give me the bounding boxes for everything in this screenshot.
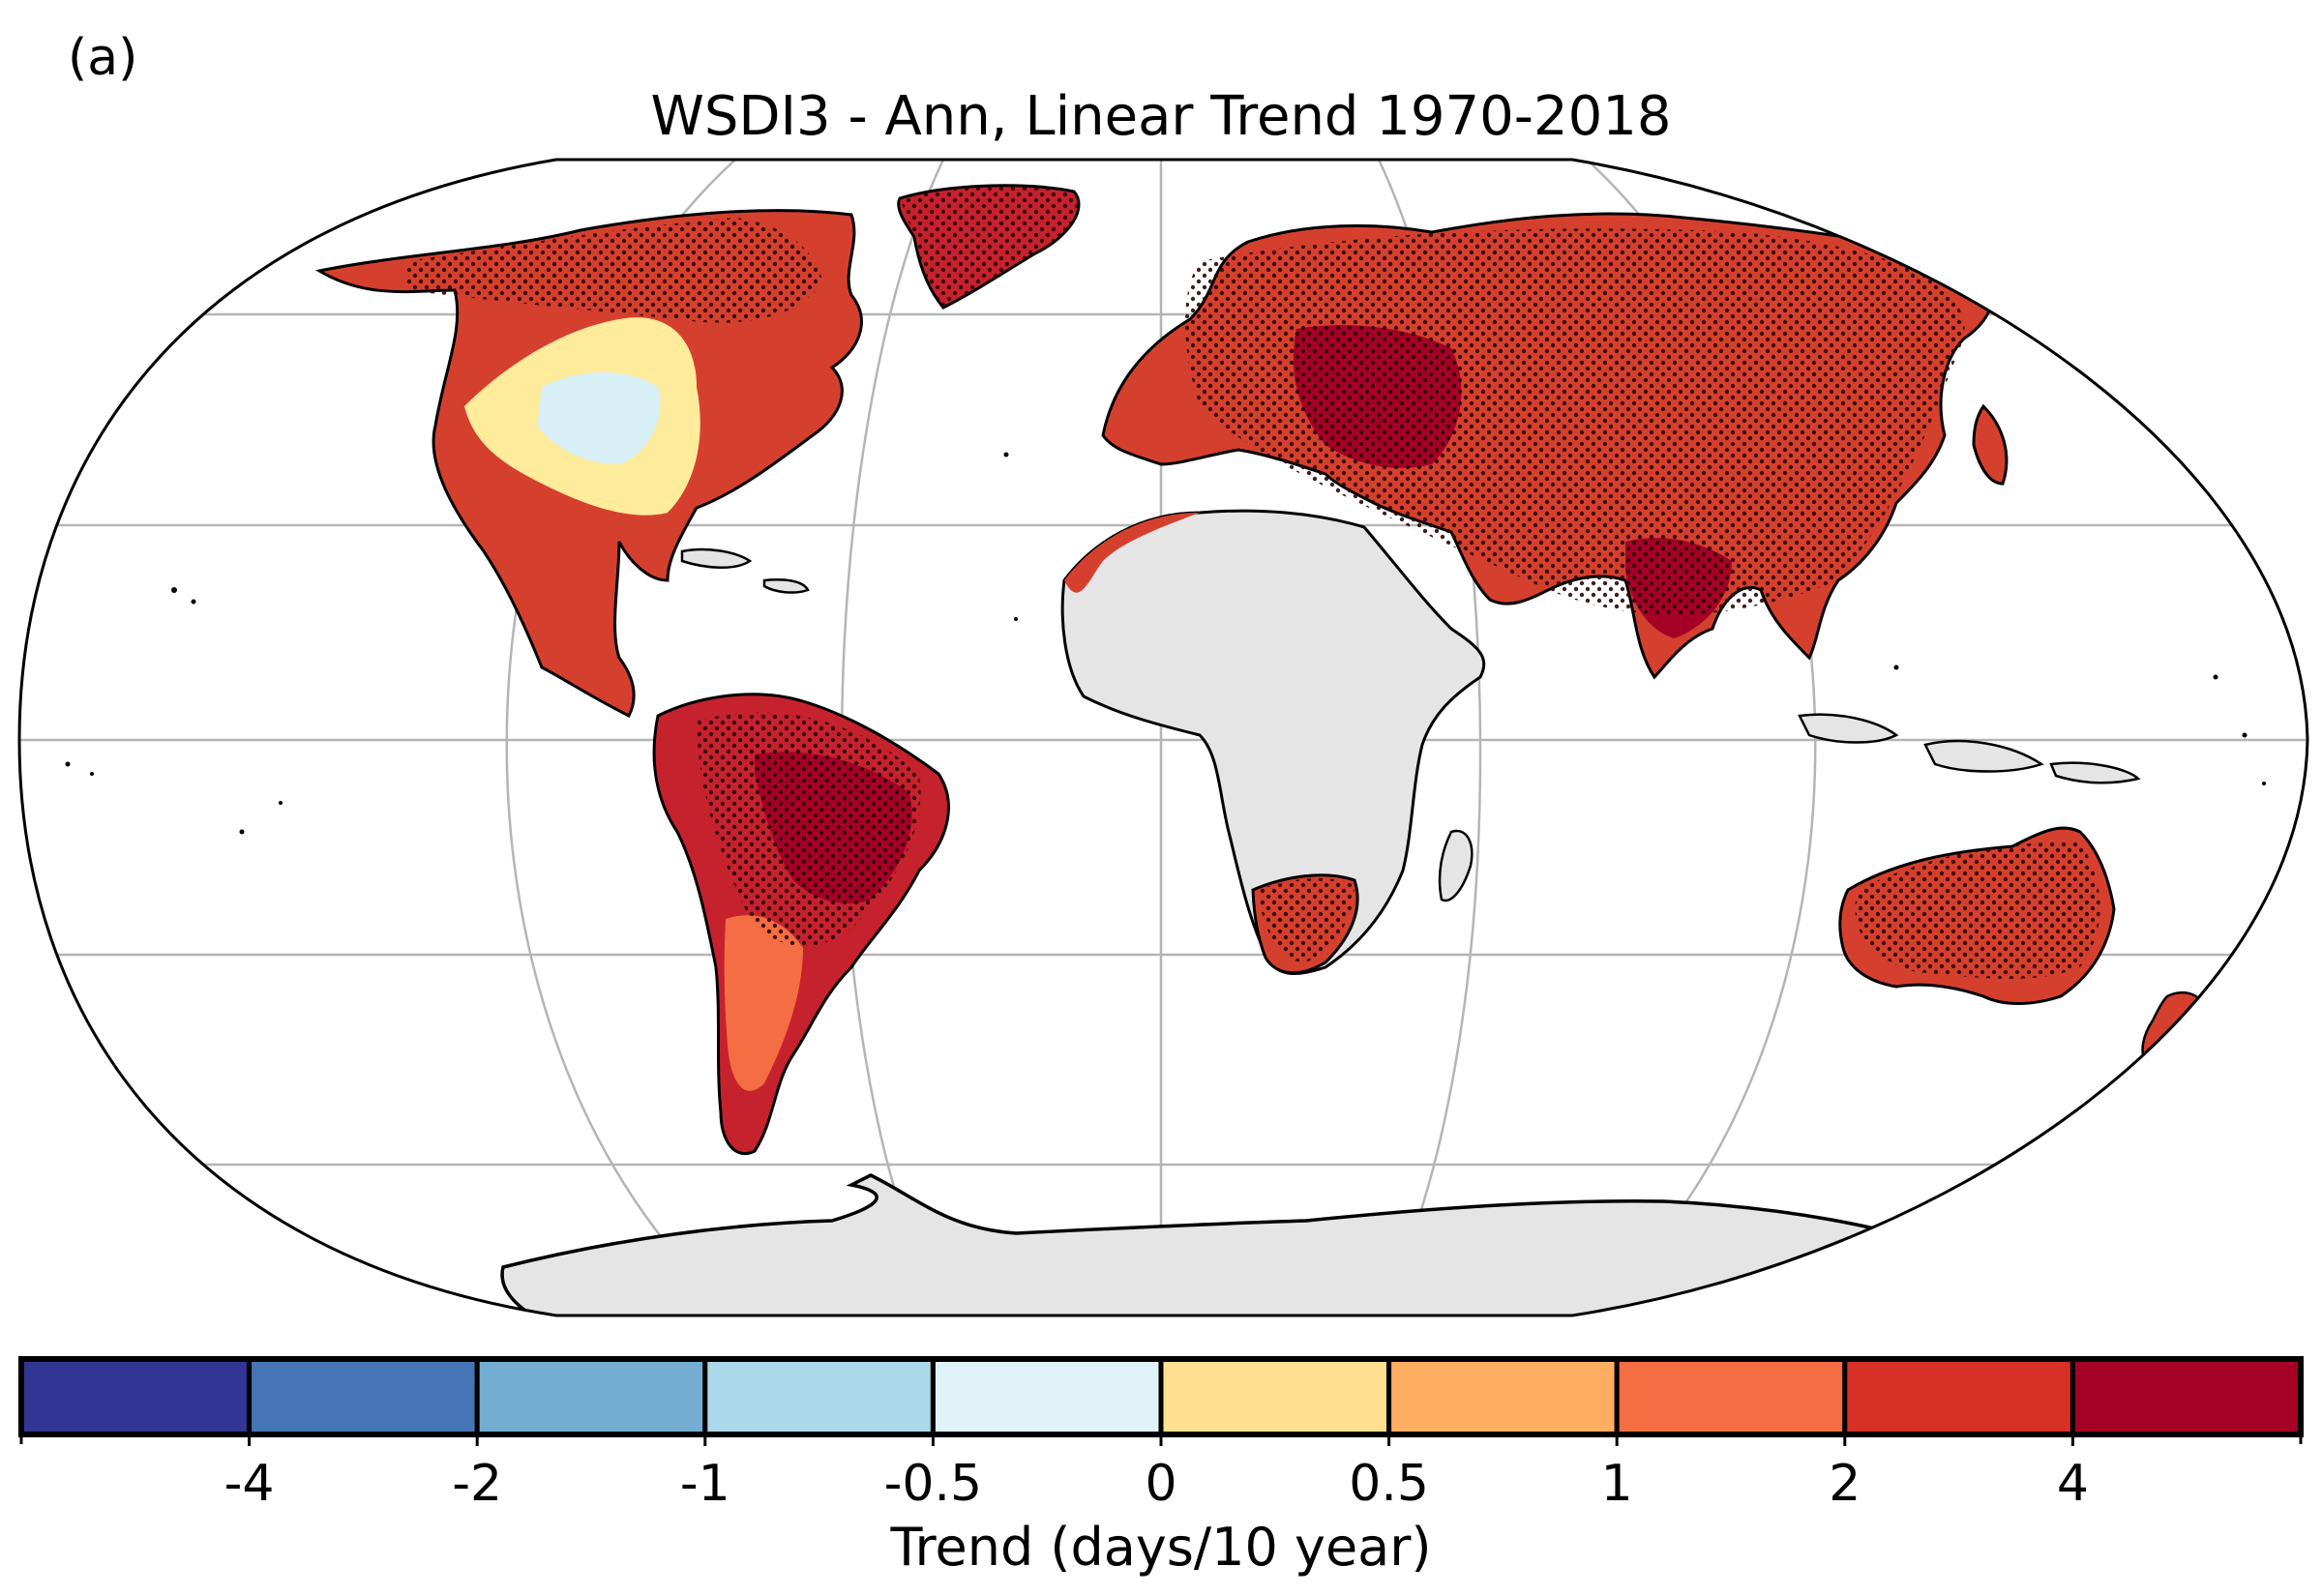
colorbar-tick-label: 0 (1145, 1455, 1176, 1513)
colorbar-tick-label: -4 (224, 1455, 275, 1513)
colorbar-tick-label: 1 (1601, 1455, 1633, 1513)
colorbar-segment (474, 1356, 708, 1437)
colorbar-segment (1614, 1356, 1848, 1437)
colorbar-segment (930, 1356, 1164, 1437)
colorbar-tick-label: -0.5 (884, 1455, 982, 1513)
colorbar-title: Trend (days/10 year) (890, 1517, 1432, 1578)
colorbar-segment (18, 1356, 253, 1437)
globe-outline (17, 158, 2309, 1317)
colorbar-tick-label: 4 (2057, 1455, 2089, 1513)
colorbar-segment (1842, 1356, 2075, 1437)
colorbar-segment (247, 1356, 480, 1437)
africa-shape (1060, 509, 1486, 976)
colorbar-segment (1386, 1356, 1620, 1437)
colorbar-tick-label: -1 (680, 1455, 730, 1513)
significance-stippling (406, 185, 2100, 979)
pacific-islands (65, 452, 2266, 835)
colorbar-segment (702, 1356, 936, 1437)
japan-shape (1972, 403, 2009, 486)
indonesia-shape (1798, 713, 2141, 784)
colorbar-tick-label: -2 (452, 1455, 502, 1513)
caribbean-islands-shape (680, 547, 810, 594)
map-title: WSDI3 - Ann, Linear Trend 1970-2018 (650, 85, 1672, 148)
north-africa-shape (1064, 513, 1200, 593)
colorbar-segment (2069, 1356, 2304, 1437)
colorbar-tick-label: 2 (1829, 1455, 1861, 1513)
madagascar-shape (1438, 829, 1474, 902)
us-core-shape (537, 372, 661, 464)
colorbar-tick-label: 0.5 (1349, 1455, 1429, 1513)
panel-label: (a) (68, 29, 138, 87)
world-map (17, 158, 2309, 1317)
colorbar-segment (1158, 1356, 1392, 1437)
south-america-south-shape (724, 915, 803, 1091)
